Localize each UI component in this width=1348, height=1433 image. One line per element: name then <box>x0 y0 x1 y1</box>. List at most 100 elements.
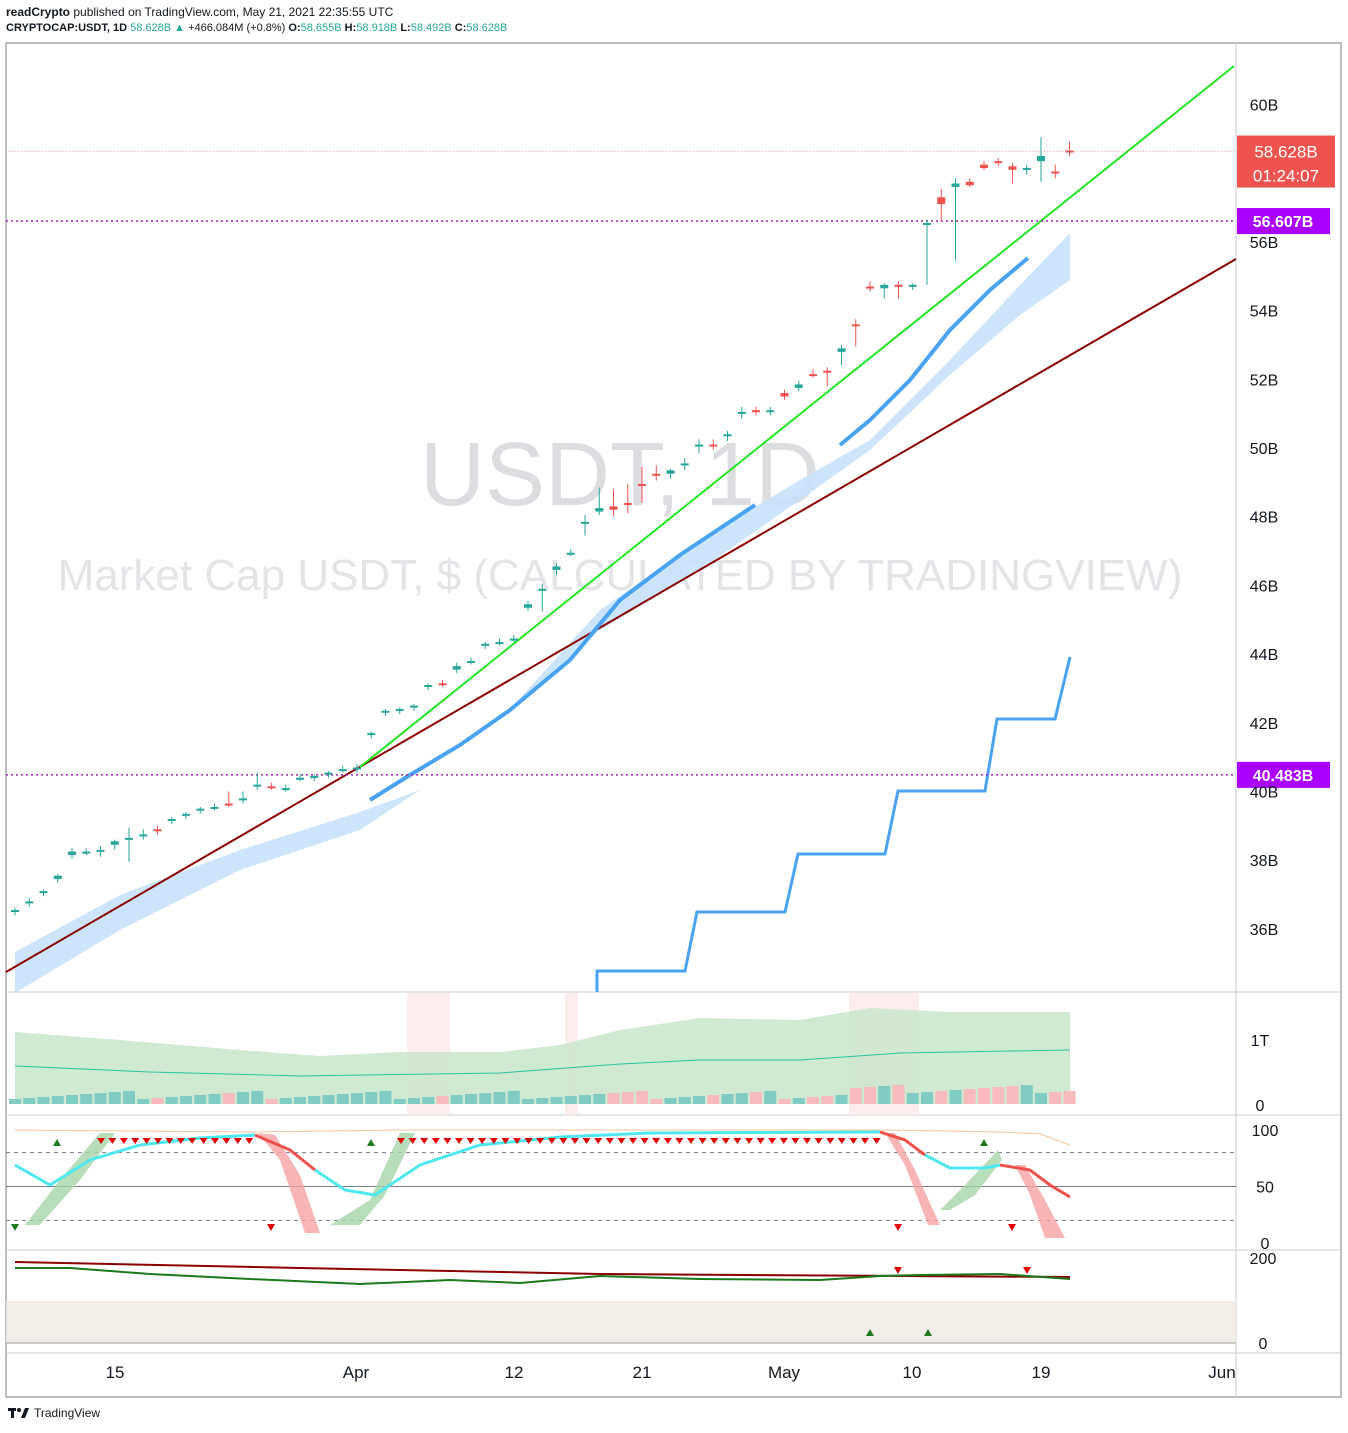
volume-bar-75 <box>1063 1091 1076 1104</box>
trendlines[interactable] <box>5 65 1237 973</box>
overbought-marker-icon <box>513 1138 521 1144</box>
lower-fast-line <box>15 1267 1071 1286</box>
overbought-marker-icon <box>733 1138 742 1144</box>
candle-13 <box>182 813 190 816</box>
volume-bar-8 <box>108 1092 121 1104</box>
volume-bar-44 <box>621 1092 634 1104</box>
candles[interactable] <box>11 137 1074 916</box>
candle-42 <box>595 508 604 512</box>
time-tick-7: 19 <box>1032 1363 1051 1382</box>
stoch-rsi-line <box>14 1129 1071 1146</box>
candle-2 <box>25 901 34 904</box>
volume-bar-41 <box>579 1095 591 1104</box>
volume-bar-32 <box>450 1095 463 1104</box>
symbol-label: CRYPTOCAP:USDT, 1D <box>6 22 128 34</box>
overbought-marker-icon <box>605 1138 614 1144</box>
volume-pane: 1T 0 <box>9 993 1270 1115</box>
change-up-icon: ▲ <box>174 22 186 34</box>
stoch-fill-up-1 <box>25 1133 115 1225</box>
candle-60 <box>851 324 860 327</box>
stoch-fill-down-3 <box>1015 1165 1065 1238</box>
chart-canvas[interactable]: USDT, 1D Market Cap USDT, $ (CALCULATED … <box>0 0 1348 1400</box>
overbought-marker-icon <box>687 1138 695 1144</box>
volume-bar-52 <box>735 1093 748 1104</box>
overbought-marker-icon <box>837 1138 846 1144</box>
ema-lines <box>368 256 1072 992</box>
candle-55 <box>780 393 789 397</box>
volume-bar-22 <box>308 1096 321 1104</box>
candle-29 <box>410 705 418 708</box>
candle-20 <box>281 788 290 791</box>
volume-bar-16 <box>222 1093 235 1104</box>
overbought-marker-icon <box>594 1138 603 1144</box>
candle-31 <box>438 683 447 686</box>
candle-1 <box>11 910 19 913</box>
candle-74 <box>1051 171 1060 174</box>
candle-47 <box>666 470 675 474</box>
candle-61 <box>866 286 874 289</box>
candle-67 <box>951 183 960 187</box>
overbought-marker-icon <box>698 1138 707 1144</box>
candle-16 <box>224 803 233 806</box>
volume-bar-33 <box>465 1094 477 1104</box>
overbought-marker-icon <box>721 1138 730 1144</box>
candle-21 <box>296 777 304 780</box>
support-trendline <box>5 258 1237 973</box>
candle-28 <box>395 709 404 712</box>
horizontal-levels[interactable]: 56.607B 40.483B <box>6 151 1330 788</box>
candle-9 <box>125 837 133 840</box>
candle-41 <box>581 521 589 524</box>
price-tick-3: 40B <box>1250 785 1278 802</box>
price-tick-12: 60B <box>1250 98 1278 115</box>
candle-25 <box>353 767 361 770</box>
volume-bar-18 <box>251 1091 264 1104</box>
candle-24 <box>338 769 347 772</box>
overbought-marker-icon <box>199 1138 208 1144</box>
overbought-marker-icon <box>536 1138 545 1144</box>
candle-12 <box>167 818 176 821</box>
volume-bar-40 <box>564 1096 577 1104</box>
close-label: C: <box>454 22 467 34</box>
candle-30 <box>424 685 433 688</box>
volume-bar-30 <box>422 1097 435 1104</box>
overbought-marker-icon <box>408 1138 417 1144</box>
candle-65 <box>923 223 931 226</box>
price-tick-4: 42B <box>1250 716 1278 733</box>
stoch-fill-up-3 <box>940 1150 1002 1210</box>
overbought-marker-icon <box>629 1138 637 1144</box>
volume-bar-23 <box>322 1095 335 1104</box>
high-label: H: <box>344 22 357 34</box>
volume-bar-37 <box>522 1099 534 1104</box>
price-tick-6: 46B <box>1250 578 1278 595</box>
overbought-marker-icon <box>478 1138 487 1144</box>
volume-bar-12 <box>165 1097 178 1104</box>
price-axis[interactable]: 36B 38B 40B 42B 44B 46B 48B 50B 52B 54B 56B 60B 58.6… <box>1237 98 1335 939</box>
candle-22 <box>310 776 319 779</box>
candle-26 <box>367 733 376 736</box>
time-tick-6: 10 <box>903 1363 922 1382</box>
candle-54 <box>766 410 775 413</box>
candle-72 <box>1022 168 1031 171</box>
tradingview-logo-icon <box>8 1408 29 1418</box>
overbought-marker-icon <box>431 1138 440 1144</box>
lower-tick-1: 200 <box>1250 1251 1277 1268</box>
buy-arrow-icon <box>53 1139 61 1146</box>
time-axis[interactable]: 15 Apr 12 21 May 10 19 Jun <box>106 1363 1236 1382</box>
volume-bar-17 <box>237 1092 249 1104</box>
volume-bar-54 <box>764 1091 777 1104</box>
volume-bar-62 <box>878 1086 891 1104</box>
level-label-2: 40.483B <box>1253 768 1314 785</box>
volume-bar-51 <box>721 1094 734 1104</box>
volume-bar-2 <box>23 1098 36 1104</box>
candle-6 <box>82 851 91 854</box>
price-tick-10: 54B <box>1250 304 1278 321</box>
volume-bar-11 <box>151 1098 164 1104</box>
volume-bar-46 <box>650 1099 663 1104</box>
current-price-label: 58.628B <box>1254 143 1317 162</box>
stoch-tick-2: 50 <box>1256 1180 1274 1197</box>
volume-bar-15 <box>208 1094 221 1104</box>
time-tick-3: 12 <box>505 1363 524 1382</box>
volume-bar-63 <box>892 1085 905 1104</box>
overbought-marker-icon <box>188 1138 197 1144</box>
candle-19 <box>267 786 276 789</box>
